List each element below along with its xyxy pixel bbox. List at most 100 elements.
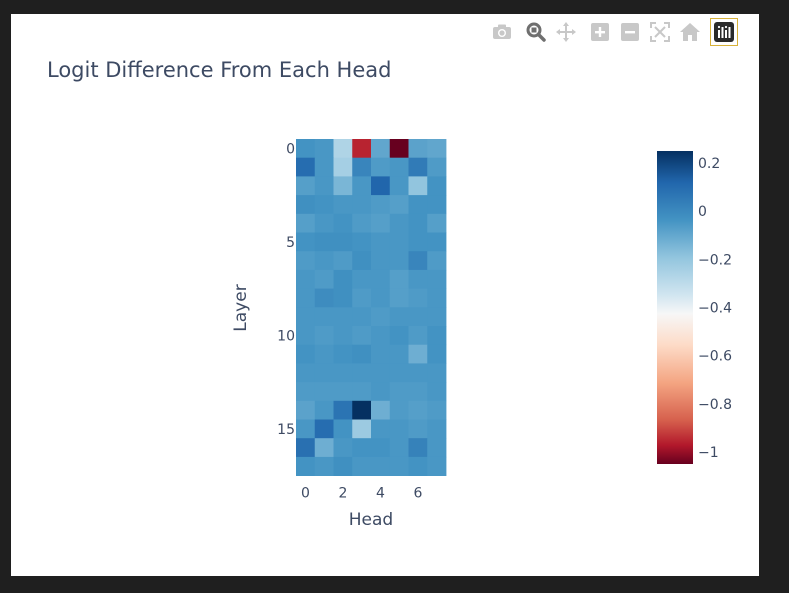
heatmap-cell[interactable] (352, 195, 372, 215)
heatmap-cell[interactable] (314, 195, 334, 215)
heatmap-cell[interactable] (314, 456, 334, 476)
heatmap-cell[interactable] (427, 438, 447, 458)
heatmap-cell[interactable] (296, 419, 316, 439)
heatmap-cell[interactable] (408, 456, 428, 476)
heatmap-cell[interactable] (296, 195, 316, 215)
heatmap-cell[interactable] (296, 213, 316, 233)
heatmap-cell[interactable] (314, 419, 334, 439)
heatmap-cell[interactable] (296, 176, 316, 196)
heatmap-cell[interactable] (427, 251, 447, 271)
heatmap-cell[interactable] (408, 139, 428, 159)
heatmap-cell[interactable] (371, 139, 391, 159)
heatmap-cell[interactable] (371, 456, 391, 476)
heatmap-cell[interactable] (427, 307, 447, 327)
heatmap-cell[interactable] (314, 139, 334, 159)
heatmap-cell[interactable] (371, 326, 391, 346)
heatmap-cell[interactable] (296, 344, 316, 364)
heatmap-cell[interactable] (296, 269, 316, 289)
heatmap-cell[interactable] (333, 232, 353, 252)
heatmap-cell[interactable] (389, 157, 409, 177)
heatmap-cell[interactable] (314, 307, 334, 327)
heatmap-cell[interactable] (352, 382, 372, 402)
heatmap-cell[interactable] (296, 157, 316, 177)
heatmap-cell[interactable] (408, 344, 428, 364)
heatmap-cell[interactable] (371, 288, 391, 308)
heatmap-cell[interactable] (314, 288, 334, 308)
heatmap-cell[interactable] (296, 326, 316, 346)
heatmap-cell[interactable] (333, 419, 353, 439)
heatmap-cell[interactable] (352, 438, 372, 458)
colorbar[interactable] (657, 151, 693, 464)
heatmap-cell[interactable] (371, 307, 391, 327)
heatmap-cell[interactable] (371, 419, 391, 439)
heatmap-cell[interactable] (314, 213, 334, 233)
heatmap-grid[interactable] (296, 139, 447, 476)
heatmap-cell[interactable] (408, 419, 428, 439)
heatmap-cell[interactable] (389, 400, 409, 420)
heatmap-cell[interactable] (408, 157, 428, 177)
plotly-logo-icon[interactable] (710, 18, 738, 46)
heatmap-cell[interactable] (389, 269, 409, 289)
heatmap-cell[interactable] (352, 176, 372, 196)
heatmap-cell[interactable] (427, 326, 447, 346)
heatmap-cell[interactable] (314, 438, 334, 458)
heatmap-cell[interactable] (371, 438, 391, 458)
heatmap-cell[interactable] (389, 382, 409, 402)
heatmap-cell[interactable] (333, 176, 353, 196)
heatmap-cell[interactable] (371, 382, 391, 402)
heatmap-cell[interactable] (427, 363, 447, 383)
heatmap-cell[interactable] (389, 232, 409, 252)
zoom-icon[interactable] (524, 20, 548, 44)
heatmap-cell[interactable] (333, 213, 353, 233)
heatmap-cell[interactable] (408, 213, 428, 233)
heatmap-cell[interactable] (408, 438, 428, 458)
heatmap-cell[interactable] (408, 400, 428, 420)
heatmap-cell[interactable] (371, 344, 391, 364)
heatmap-cell[interactable] (389, 456, 409, 476)
heatmap-cell[interactable] (427, 344, 447, 364)
heatmap-cell[interactable] (296, 438, 316, 458)
heatmap-cell[interactable] (352, 232, 372, 252)
heatmap-cell[interactable] (427, 157, 447, 177)
heatmap-cell[interactable] (427, 213, 447, 233)
heatmap-cell[interactable] (427, 419, 447, 439)
heatmap-cell[interactable] (408, 288, 428, 308)
heatmap-cell[interactable] (352, 419, 372, 439)
heatmap-cell[interactable] (352, 157, 372, 177)
heatmap-cell[interactable] (333, 438, 353, 458)
heatmap-cell[interactable] (389, 419, 409, 439)
heatmap-cell[interactable] (427, 456, 447, 476)
heatmap-cell[interactable] (314, 344, 334, 364)
heatmap-cell[interactable] (314, 269, 334, 289)
heatmap-cell[interactable] (371, 269, 391, 289)
heatmap-cell[interactable] (389, 139, 409, 159)
camera-icon[interactable] (490, 20, 514, 44)
heatmap-cell[interactable] (333, 400, 353, 420)
heatmap-cell[interactable] (371, 363, 391, 383)
heatmap-cell[interactable] (389, 251, 409, 271)
heatmap-cell[interactable] (389, 195, 409, 215)
heatmap-cell[interactable] (371, 157, 391, 177)
heatmap-cell[interactable] (296, 400, 316, 420)
heatmap-cell[interactable] (333, 157, 353, 177)
heatmap-cell[interactable] (314, 363, 334, 383)
heatmap-cell[interactable] (333, 456, 353, 476)
heatmap-cell[interactable] (352, 326, 372, 346)
heatmap-cell[interactable] (333, 326, 353, 346)
heatmap-cell[interactable] (296, 363, 316, 383)
heatmap-cell[interactable] (333, 363, 353, 383)
heatmap-cell[interactable] (352, 288, 372, 308)
autoscale-icon[interactable] (648, 20, 672, 44)
heatmap-cell[interactable] (314, 326, 334, 346)
heatmap-cell[interactable] (333, 139, 353, 159)
heatmap-cell[interactable] (333, 269, 353, 289)
zoom-in-icon[interactable] (588, 20, 612, 44)
heatmap-cell[interactable] (352, 400, 372, 420)
heatmap-cell[interactable] (389, 438, 409, 458)
heatmap-cell[interactable] (408, 269, 428, 289)
heatmap-cell[interactable] (408, 326, 428, 346)
pan-icon[interactable] (554, 20, 578, 44)
heatmap-cell[interactable] (427, 288, 447, 308)
heatmap-cell[interactable] (408, 363, 428, 383)
heatmap-cell[interactable] (389, 288, 409, 308)
